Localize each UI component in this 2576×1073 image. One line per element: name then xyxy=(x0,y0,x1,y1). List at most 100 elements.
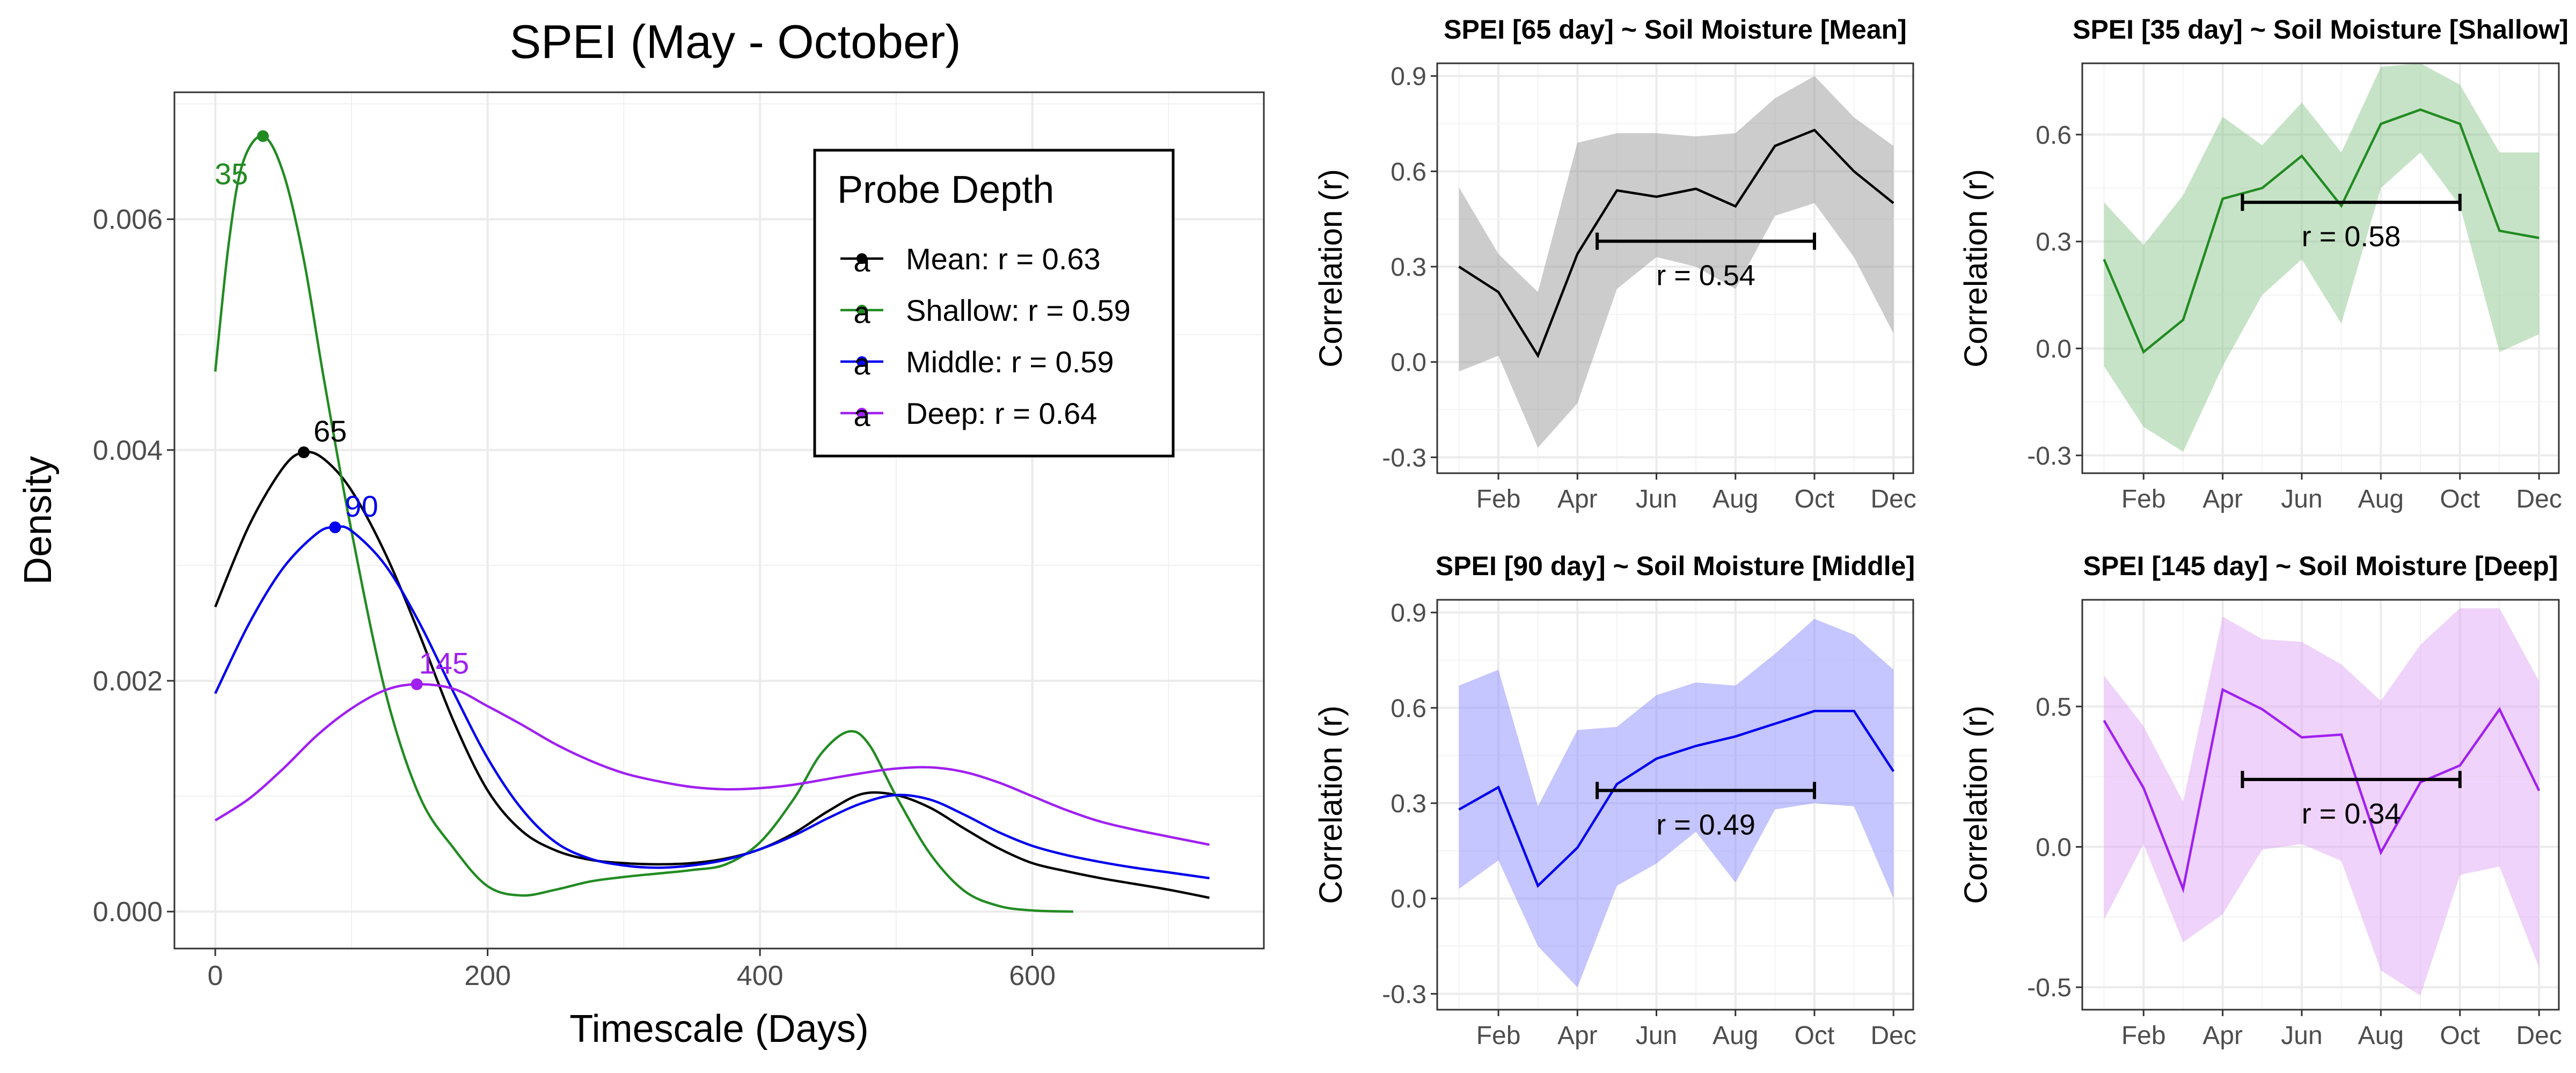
correlation-y-tick-label: 0.6 xyxy=(1391,694,1426,723)
correlation-confidence-band xyxy=(2104,608,2540,996)
correlation-confidence-band xyxy=(2104,63,2540,452)
correlation-x-tick-label: Feb xyxy=(1476,485,1521,513)
correlation-y-tick-label: -0.3 xyxy=(2027,442,2072,471)
correlation-panel-border xyxy=(1436,62,1914,474)
correlation-panel-title: SPEI [90 day] ~ Soil Moisture [Middle] xyxy=(1436,551,1915,581)
legend-title: Probe Depth xyxy=(837,168,1054,211)
correlation-x-tick-label: Jun xyxy=(1636,1021,1677,1050)
legend-entry-shallow: Shallow: r = 0.59 xyxy=(906,293,1131,327)
correlation-x-tick-label: Apr xyxy=(2202,485,2243,513)
correlation-panel-title: SPEI [65 day] ~ Soil Moisture [Mean] xyxy=(1444,14,1907,45)
density-y-tick-label: 0.004 xyxy=(93,435,163,466)
density-curve-middle xyxy=(214,525,1210,880)
density-peak-label-middle: 90 xyxy=(345,489,378,523)
correlation-x-tick-label: Dec xyxy=(1871,485,1916,513)
correlation-value-label: r = 0.58 xyxy=(2302,221,2401,253)
legend-key-glyph: a xyxy=(853,296,870,329)
correlation-y-tick-label: 0.6 xyxy=(1391,158,1426,186)
density-peak-point-mean xyxy=(298,446,310,459)
correlation-y-tick-label: 0.3 xyxy=(1391,790,1426,818)
legend-entry-middle: Middle: r = 0.59 xyxy=(906,345,1114,379)
legend-key-glyph: a xyxy=(853,399,870,432)
correlation-panel-3: -0.3 0.0 0.3 0.6 0.9 Feb Apr Jun Aug Oct Dec r = 0.… xyxy=(1313,551,1916,1050)
correlation-x-tick-label: Apr xyxy=(1557,1021,1598,1050)
density-peak-label-deep: 145 xyxy=(419,646,469,680)
correlation-y-tick-label: -0.3 xyxy=(1382,444,1426,472)
correlation-x-tick-label: Dec xyxy=(1871,1021,1916,1050)
correlation-y-tick-label: 0.9 xyxy=(1391,599,1426,628)
correlation-x-tick-label: Oct xyxy=(1795,1021,1835,1050)
legend-entry-deep: Deep: r = 0.64 xyxy=(906,396,1097,430)
density-panel-border xyxy=(173,91,1265,950)
correlation-panel-border xyxy=(1436,599,1914,1011)
correlation-y-tick-label: -0.3 xyxy=(1382,980,1426,1009)
density-title: SPEI (May - October) xyxy=(509,15,961,68)
density-peak-point-middle xyxy=(329,521,341,533)
correlation-value-label: r = 0.49 xyxy=(1656,809,1755,841)
correlation-y-axis-title: Correlation (r) xyxy=(1958,705,1994,904)
legend-key-point xyxy=(857,305,867,315)
correlation-line xyxy=(2103,108,2540,354)
correlation-x-tick-label: Aug xyxy=(2358,485,2404,513)
correlation-y-tick-label: 0.6 xyxy=(2036,121,2072,150)
correlation-panel-1: -0.3 0.0 0.3 0.6 0.9 Feb Apr Jun Aug Oct Dec r = 0.… xyxy=(1313,14,1916,513)
correlation-y-axis-title: Correlation (r) xyxy=(1313,169,1349,368)
density-curve-shallow xyxy=(214,135,1073,913)
correlation-y-axis-title: Correlation (r) xyxy=(1313,705,1349,904)
correlation-y-tick-label: 0.0 xyxy=(1391,885,1426,914)
correlation-confidence-band xyxy=(1459,76,1894,448)
density-curve-deep xyxy=(214,683,1210,846)
correlation-y-tick-label: 0.5 xyxy=(2036,693,2072,722)
density-y-tick-label: 0.002 xyxy=(93,666,163,697)
density-panel: 0 200 400 600 0.000 0.002 0.004 0.006 65 35 90 145 S… xyxy=(17,15,1265,1050)
correlation-x-tick-label: Dec xyxy=(2516,1021,2562,1050)
correlation-x-tick-label: Aug xyxy=(1713,485,1758,513)
density-peak-label-mean: 65 xyxy=(313,414,347,448)
correlation-y-tick-label: 0.0 xyxy=(2036,335,2072,363)
correlation-panel-title: SPEI [145 day] ~ Soil Moisture [Deep] xyxy=(2083,551,2558,581)
correlation-value-label: r = 0.34 xyxy=(2302,798,2401,830)
correlation-x-tick-label: Oct xyxy=(2440,485,2480,513)
density-y-tick-label: 0.000 xyxy=(93,896,163,928)
correlation-x-tick-label: Jun xyxy=(2281,485,2322,513)
legend-key-point xyxy=(857,356,867,367)
legend-key-glyph: a xyxy=(853,347,870,381)
correlation-x-tick-label: Oct xyxy=(1795,485,1835,513)
correlation-y-tick-label: 0.9 xyxy=(1391,63,1426,91)
density-peak-label-shallow: 35 xyxy=(215,157,248,191)
correlation-y-tick-label: -0.5 xyxy=(2027,974,2072,1002)
legend-key-point xyxy=(857,253,867,264)
correlation-panel-4: -0.5 0.0 0.5 Feb Apr Jun Aug Oct Dec r = 0.34 SPEI… xyxy=(1958,551,2562,1050)
correlation-panel-border xyxy=(2081,599,2560,1011)
density-curve-mean xyxy=(214,451,1210,899)
density-x-tick-label: 0 xyxy=(208,960,223,991)
correlation-line xyxy=(1458,710,1895,888)
correlation-x-tick-label: Aug xyxy=(2358,1021,2404,1050)
density-x-tick-label: 600 xyxy=(1009,960,1056,991)
correlation-panel-2: -0.3 0.0 0.3 0.6 Feb Apr Jun Aug Oct Dec r = 0.58 S… xyxy=(1958,14,2568,513)
correlation-y-axis-title: Correlation (r) xyxy=(1958,169,1994,368)
correlation-panel-title: SPEI [35 day] ~ Soil Moisture [Shallow] xyxy=(2073,14,2568,45)
correlation-line xyxy=(1458,128,1894,358)
correlation-x-tick-label: Feb xyxy=(1476,1021,1521,1050)
legend-entry-mean: Mean: r = 0.63 xyxy=(906,242,1101,276)
density-legend: Probe Depth a Mean: r = 0.63 a Shallow: r = … xyxy=(813,149,1175,458)
correlation-y-tick-label: 0.3 xyxy=(1391,253,1426,282)
correlation-x-tick-label: Jun xyxy=(2281,1021,2322,1050)
correlation-x-tick-label: Apr xyxy=(1557,485,1598,513)
correlation-y-tick-label: 0.0 xyxy=(2036,833,2072,862)
density-peak-point-shallow xyxy=(257,130,269,142)
correlation-x-tick-label: Jun xyxy=(1636,485,1677,513)
correlation-panel-border xyxy=(2081,62,2560,474)
correlation-x-tick-label: Dec xyxy=(2516,485,2562,513)
density-x-tick-label: 400 xyxy=(737,960,784,991)
correlation-y-tick-label: 0.0 xyxy=(1391,349,1426,377)
correlation-line xyxy=(2103,688,2541,893)
density-x-axis-title: Timescale (Days) xyxy=(569,1008,868,1050)
legend-key-point xyxy=(857,408,867,418)
density-y-tick-label: 0.006 xyxy=(93,204,163,236)
density-x-tick-label: 200 xyxy=(464,960,511,991)
legend-key-glyph: a xyxy=(853,244,870,278)
correlation-x-tick-label: Apr xyxy=(2202,1021,2243,1050)
